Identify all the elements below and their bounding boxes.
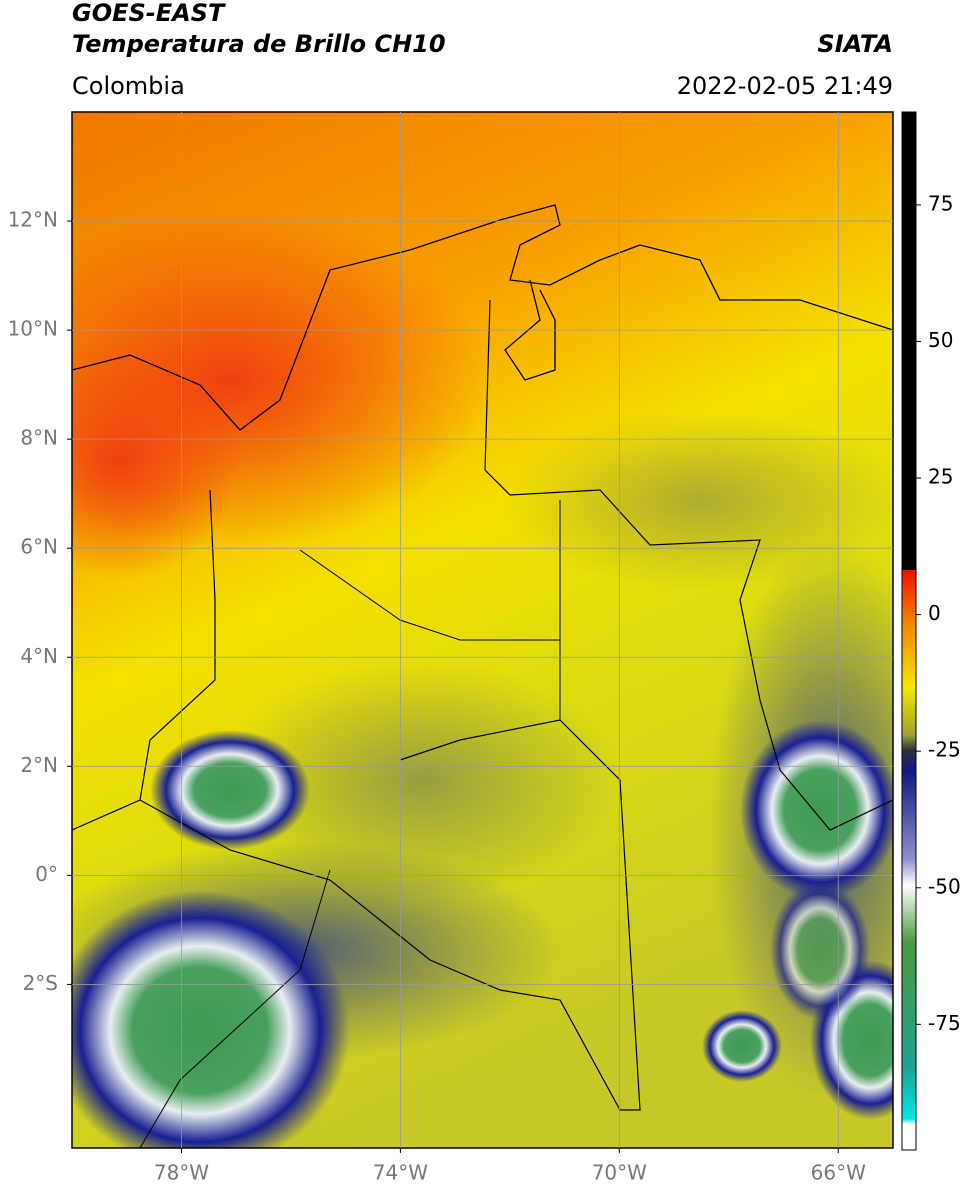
subtitle: Temperatura de Brillo CH10: [72, 30, 446, 58]
x-tick-label: 70°W: [592, 1161, 647, 1185]
colorbar: [901, 111, 917, 1151]
colorbar-tick-label: -75: [928, 1011, 961, 1035]
colorbar-tick-label: -25: [928, 738, 961, 762]
colorbar-tick-label: 25: [928, 465, 953, 489]
y-tick-label: 8°N: [20, 426, 58, 450]
y-tick-label: 2°N: [20, 753, 58, 777]
y-tick-label: 4°N: [20, 644, 58, 668]
x-tick-label: 74°W: [373, 1161, 428, 1185]
title: GOES-EAST: [72, 0, 226, 27]
datetime: 2022-02-05 21:49: [677, 72, 893, 100]
x-tick-label: 78°W: [154, 1161, 209, 1185]
colorbar-tick-label: 0: [928, 601, 941, 625]
satellite-image: [72, 112, 893, 1148]
region: Colombia: [72, 72, 185, 100]
colorbar-tick-label: -50: [928, 874, 961, 898]
x-tick-label: 66°W: [811, 1161, 866, 1185]
y-tick-label: 0°: [35, 862, 58, 886]
colorbar-tick-label: 75: [928, 191, 953, 215]
y-tick-label: 6°N: [20, 535, 58, 559]
y-tick-label: 12°N: [8, 208, 58, 232]
map-frame: [71, 111, 894, 1149]
y-tick-label: 10°N: [8, 317, 58, 341]
y-tick-label: 2°S: [23, 971, 58, 995]
colorbar-tick-label: 50: [928, 328, 953, 352]
source: SIATA: [817, 30, 893, 58]
